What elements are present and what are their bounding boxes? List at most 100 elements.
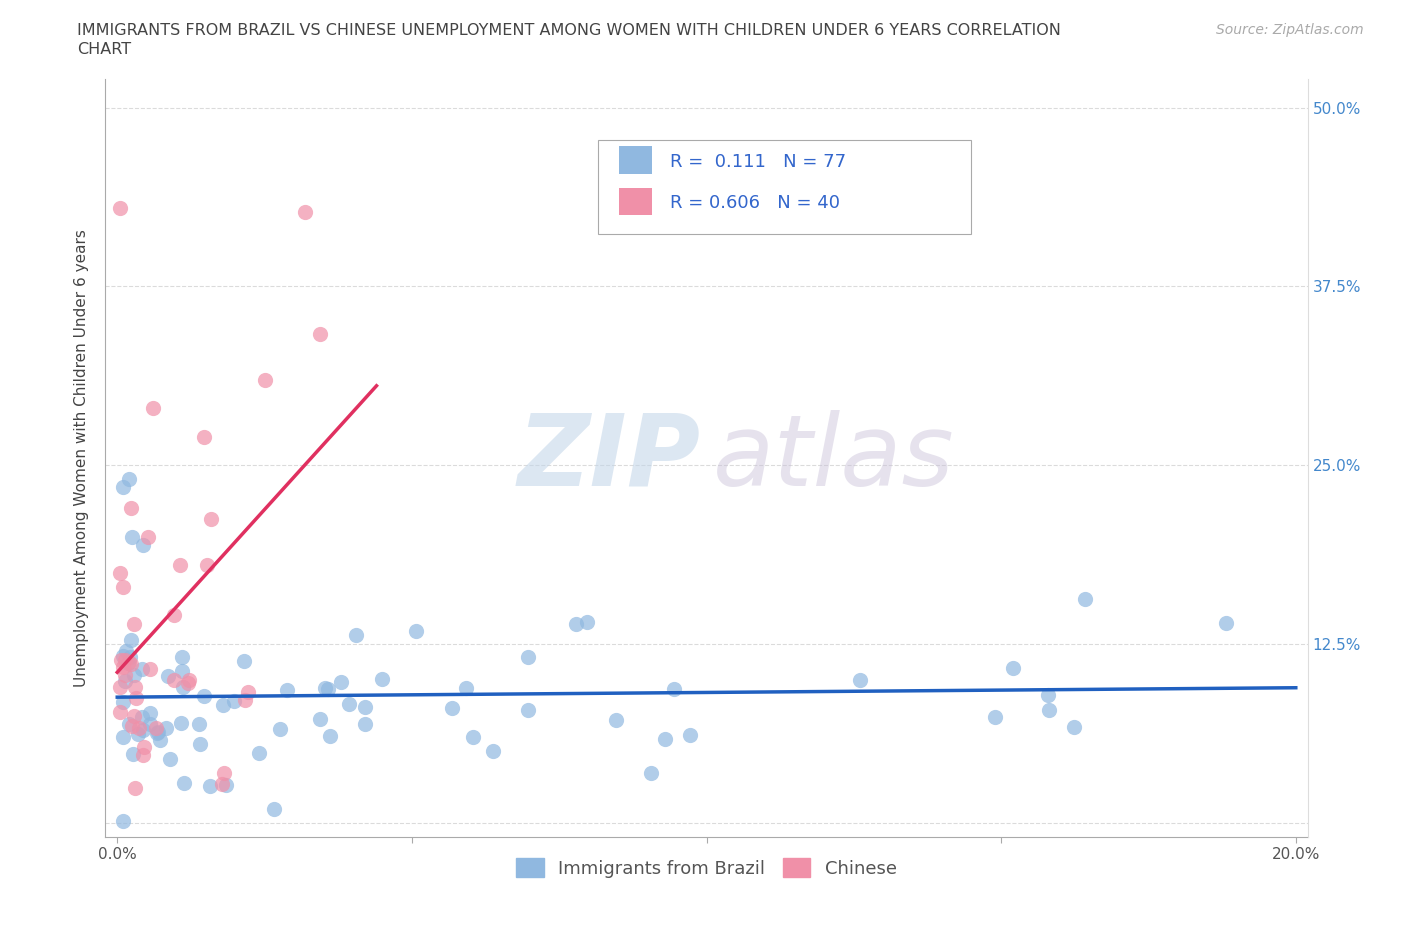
Point (294, 205, 316, 219)
Point (654, 731, 676, 746)
Point (132, 538, 155, 552)
Point (138, 706, 160, 721)
Point (142, 401, 165, 416)
Point (122, 709, 145, 724)
Point (112, 695, 135, 710)
Point (188, 737, 211, 751)
Point (463, 729, 485, 744)
Point (200, 779, 222, 794)
Point (337, 697, 360, 711)
Point (122, 668, 145, 683)
Point (200, 512, 222, 526)
Point (115, 644, 138, 658)
Text: CHART: CHART (77, 42, 131, 57)
Point (112, 648, 135, 663)
Point (212, 698, 235, 712)
Point (114, 674, 136, 689)
Point (121, 529, 143, 544)
Point (440, 700, 463, 715)
Point (118, 716, 141, 731)
Point (124, 680, 146, 695)
Point (576, 615, 599, 630)
Point (149, 733, 172, 748)
Text: ZIP: ZIP (517, 409, 700, 507)
Point (117, 656, 139, 671)
Point (848, 672, 870, 687)
Point (132, 723, 155, 737)
Point (1215, 616, 1237, 631)
Point (314, 681, 336, 696)
Point (148, 724, 170, 739)
Point (108, 200, 131, 215)
Point (605, 712, 627, 727)
Point (222, 694, 245, 709)
Point (132, 747, 155, 762)
Point (187, 717, 209, 732)
Point (136, 529, 159, 544)
Point (371, 671, 394, 686)
Text: atlas: atlas (713, 409, 955, 507)
Point (131, 710, 153, 724)
Point (1002, 660, 1025, 675)
Point (114, 652, 136, 667)
Point (122, 747, 145, 762)
Point (212, 765, 235, 780)
Point (316, 682, 339, 697)
Point (344, 628, 367, 643)
Point (120, 657, 142, 671)
Point (125, 690, 148, 705)
Point (664, 682, 686, 697)
Point (145, 720, 167, 735)
Point (163, 672, 186, 687)
Point (120, 632, 142, 647)
Point (132, 740, 155, 755)
Point (131, 661, 153, 676)
Point (193, 430, 215, 445)
Point (155, 720, 177, 735)
Point (354, 717, 377, 732)
Point (1063, 719, 1085, 734)
Point (127, 726, 149, 741)
Point (249, 746, 271, 761)
Point (215, 777, 238, 792)
Point (108, 680, 131, 695)
Point (122, 617, 145, 631)
Point (157, 669, 180, 684)
FancyBboxPatch shape (599, 140, 972, 234)
Point (120, 649, 142, 664)
Point (233, 693, 256, 708)
Point (517, 650, 540, 665)
Point (1073, 591, 1095, 606)
Point (112, 479, 135, 494)
Point (193, 689, 215, 704)
Point (108, 705, 131, 720)
Point (118, 472, 141, 487)
Point (163, 607, 186, 622)
Point (112, 729, 135, 744)
Point (309, 711, 332, 726)
Point (112, 814, 135, 829)
Point (173, 776, 195, 790)
Point (111, 579, 134, 594)
Y-axis label: Unemployment Among Women with Children Under 6 years: Unemployment Among Women with Children U… (75, 229, 90, 687)
Point (640, 766, 662, 781)
Point (128, 721, 150, 736)
Point (269, 722, 291, 737)
Point (232, 653, 254, 668)
Point (1036, 687, 1059, 702)
Point (253, 372, 276, 387)
Text: IMMIGRANTS FROM BRAZIL VS CHINESE UNEMPLOYMENT AMONG WOMEN WITH CHILDREN UNDER 6: IMMIGRANTS FROM BRAZIL VS CHINESE UNEMPL… (77, 23, 1062, 38)
Point (170, 650, 193, 665)
Point (308, 326, 330, 341)
Point (1038, 703, 1060, 718)
Point (170, 715, 193, 730)
Text: R = 0.606   N = 40: R = 0.606 N = 40 (671, 194, 841, 212)
Point (159, 751, 181, 766)
Point (124, 781, 146, 796)
Point (482, 743, 505, 758)
Point (114, 668, 136, 683)
Point (456, 681, 478, 696)
Point (146, 726, 169, 741)
Point (516, 702, 538, 717)
Point (405, 623, 427, 638)
